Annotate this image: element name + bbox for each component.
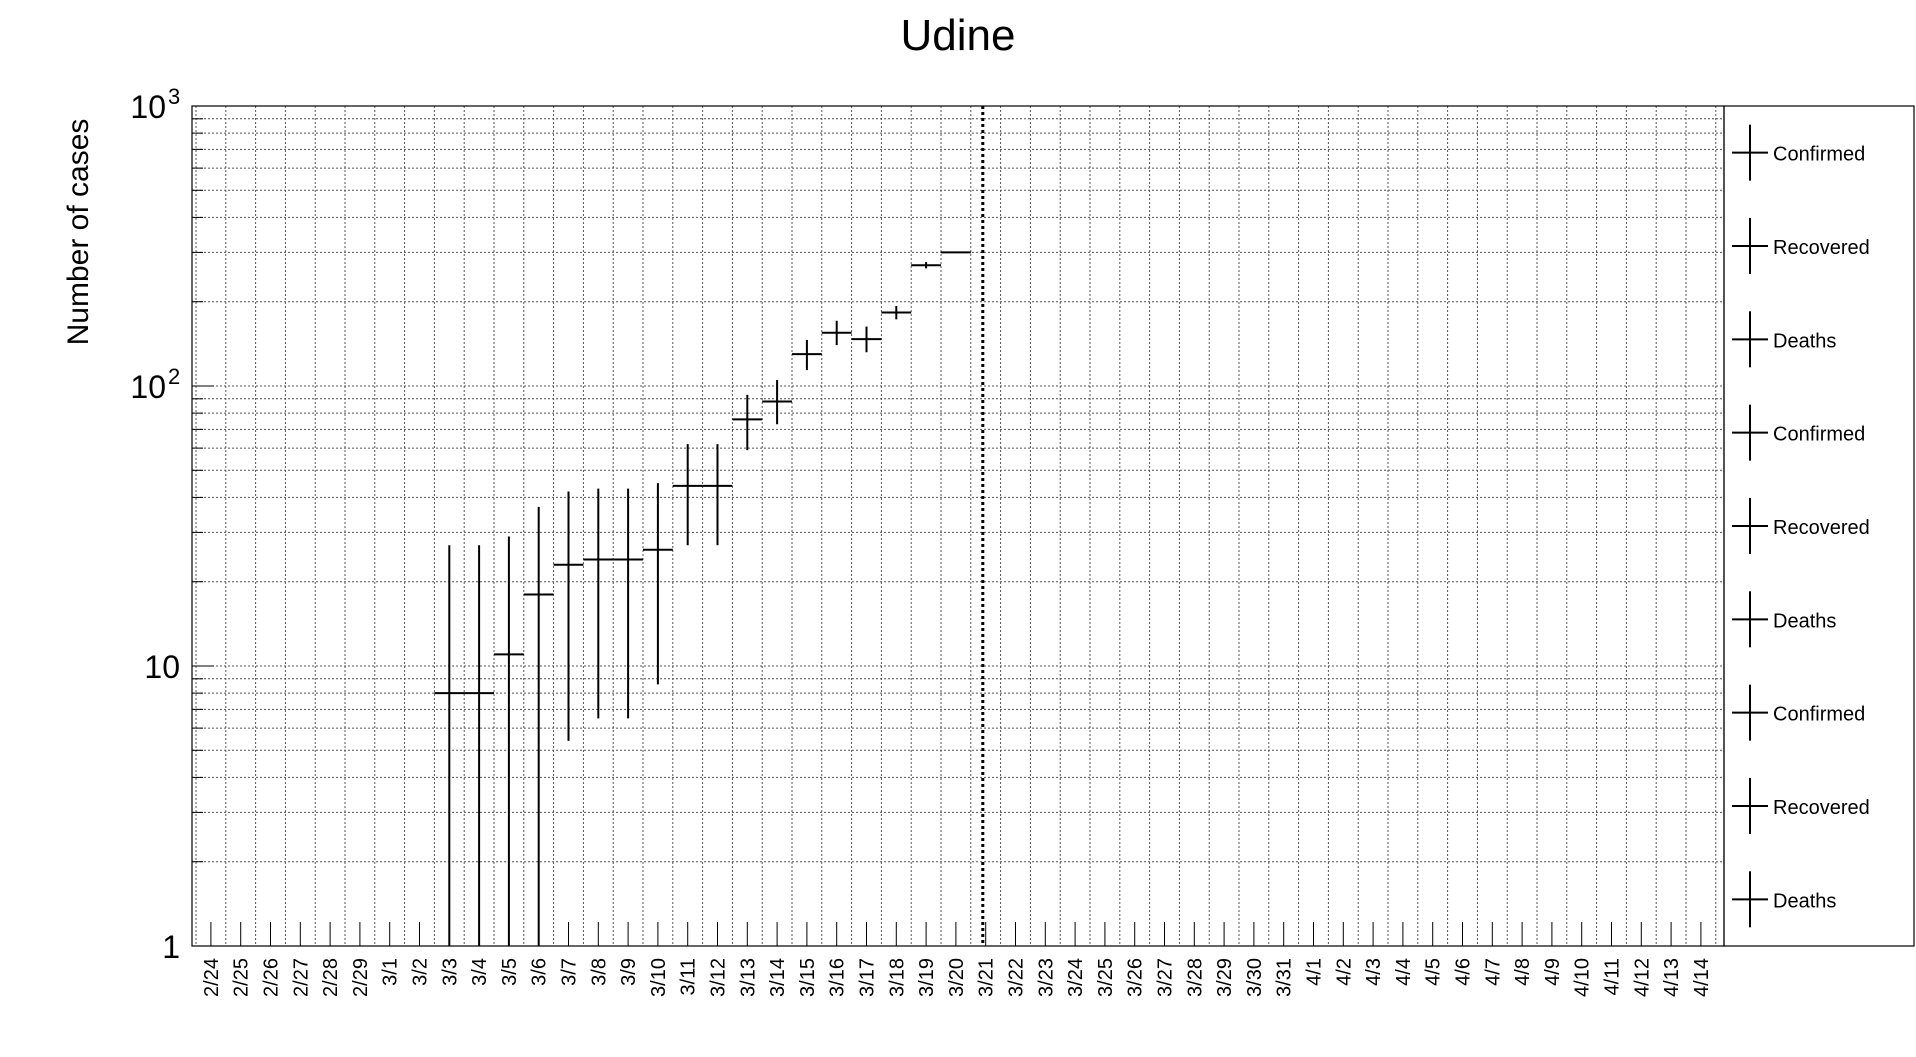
legend-entry-label: Confirmed bbox=[1773, 144, 1865, 166]
x-tick-label: 2/27 bbox=[290, 958, 312, 997]
x-tick-label: 4/2 bbox=[1333, 958, 1355, 986]
x-tick-label: 3/14 bbox=[767, 958, 789, 997]
x-tick-label: 3/10 bbox=[648, 958, 670, 997]
x-tick-label: 3/15 bbox=[797, 958, 819, 997]
x-tick-label: 3/21 bbox=[976, 958, 998, 997]
y-tick-label: 10 bbox=[130, 369, 166, 405]
x-tick-label: 3/8 bbox=[588, 958, 610, 986]
x-tick-label: 3/20 bbox=[946, 958, 968, 997]
data-layer bbox=[434, 106, 985, 946]
x-tick-label: 3/26 bbox=[1125, 958, 1147, 997]
x-tick-label: 3/4 bbox=[469, 958, 491, 986]
x-tick-label: 3/3 bbox=[439, 958, 461, 986]
x-tick-label: 4/4 bbox=[1393, 958, 1415, 986]
y-tick-label: 10 bbox=[144, 649, 180, 685]
x-tick-label: 3/9 bbox=[618, 958, 640, 986]
x-tick-label: 3/17 bbox=[857, 958, 879, 997]
x-tick-label: 3/2 bbox=[410, 958, 432, 986]
x-tick-label: 3/7 bbox=[559, 958, 581, 986]
x-tick-label: 4/11 bbox=[1602, 958, 1624, 995]
legend-entry-label: Recovered bbox=[1773, 517, 1870, 539]
x-tick-label: 3/23 bbox=[1035, 958, 1057, 997]
x-tick-label: 3/16 bbox=[827, 958, 849, 997]
x-tick-label: 4/5 bbox=[1423, 958, 1445, 986]
y-tick-label: 1 bbox=[162, 929, 180, 965]
x-tick-label: 4/9 bbox=[1542, 958, 1564, 986]
legend: Confirmed Recovered Deaths Confirmed Recover… bbox=[1732, 124, 1870, 928]
legend-frame bbox=[1723, 105, 1915, 947]
x-tick-label: 3/13 bbox=[737, 958, 759, 997]
grid-layer bbox=[192, 106, 1724, 946]
x-tick-label: 2/29 bbox=[350, 958, 372, 997]
x-tick-label: 2/24 bbox=[201, 958, 223, 997]
x-tick-label: 2/25 bbox=[231, 958, 253, 997]
x-tick-label: 2/28 bbox=[320, 958, 342, 997]
x-tick-label: 3/11 bbox=[678, 958, 700, 995]
x-tick-label: 3/24 bbox=[1065, 958, 1087, 997]
x-tick-label: 3/6 bbox=[529, 958, 551, 986]
x-tick-label: 4/8 bbox=[1512, 958, 1534, 986]
x-tick-label: 3/27 bbox=[1155, 958, 1177, 997]
chart-title: Udine bbox=[901, 11, 1016, 60]
legend-entry-label: Recovered bbox=[1773, 237, 1870, 259]
x-tick-label: 4/6 bbox=[1453, 958, 1475, 986]
y-axis-label: Number of cases bbox=[62, 119, 95, 346]
x-tick-label: 4/7 bbox=[1482, 958, 1504, 986]
x-tick-label: 4/1 bbox=[1304, 958, 1326, 986]
legend-entry-label: Deaths bbox=[1773, 330, 1836, 352]
plot-frame bbox=[191, 105, 1725, 947]
x-tick-label: 3/19 bbox=[916, 958, 938, 997]
x-tick-label: 3/30 bbox=[1244, 958, 1266, 997]
legend-entry-label: Confirmed bbox=[1773, 424, 1865, 446]
x-tick-label: 4/12 bbox=[1631, 958, 1653, 997]
x-tick-label: 3/29 bbox=[1214, 958, 1236, 997]
x-tick-label: 4/14 bbox=[1691, 958, 1713, 997]
x-tick-label: 3/1 bbox=[380, 958, 402, 986]
x-tick-label: 4/10 bbox=[1572, 958, 1594, 997]
legend-entry-label: Confirmed bbox=[1773, 704, 1865, 726]
legend-entry-label: Deaths bbox=[1773, 890, 1836, 912]
x-tick-label: 3/18 bbox=[886, 958, 908, 997]
x-tick-label: 3/12 bbox=[708, 958, 730, 997]
x-tick-label: 2/26 bbox=[261, 958, 283, 997]
x-tick-label: 4/3 bbox=[1363, 958, 1385, 986]
legend-entry-label: Deaths bbox=[1773, 610, 1836, 632]
x-tick-label: 3/25 bbox=[1095, 958, 1117, 997]
legend-entry-label: Recovered bbox=[1773, 797, 1870, 819]
x-tick-label: 3/31 bbox=[1274, 958, 1296, 997]
x-tick-label: 3/5 bbox=[499, 958, 521, 986]
y-tick-label: 10 bbox=[130, 89, 166, 125]
y-tick-exponent: 3 bbox=[168, 84, 180, 109]
x-tick-label: 4/13 bbox=[1661, 958, 1683, 997]
y-tick-exponent: 2 bbox=[168, 364, 180, 389]
x-tick-label: 3/22 bbox=[1006, 958, 1028, 997]
x-tick-label: 3/28 bbox=[1184, 958, 1206, 997]
